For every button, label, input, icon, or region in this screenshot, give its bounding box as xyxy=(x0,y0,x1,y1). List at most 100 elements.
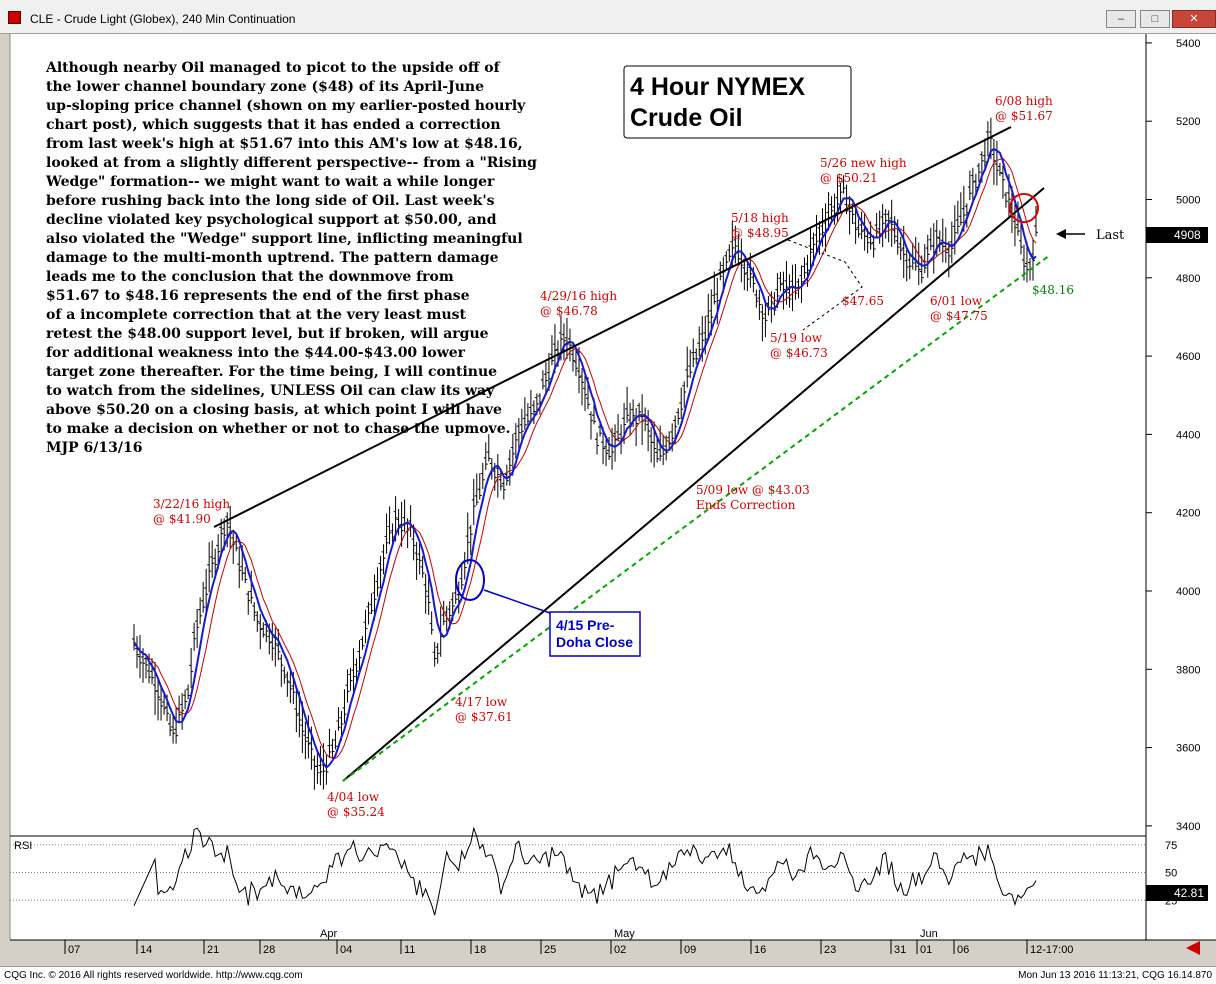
last-price-marker: Last 4908 xyxy=(1056,227,1208,243)
commentary-line: Although nearby Oil managed to picot to … xyxy=(45,60,501,76)
ytick-label: 3400 xyxy=(1176,821,1200,833)
last-price-box xyxy=(1146,227,1208,243)
last-label: Last xyxy=(1096,228,1125,243)
callout-text: 4/15 Pre- xyxy=(556,617,615,633)
commentary-line: target zone thereafter. For the time bei… xyxy=(46,364,497,380)
commentary-line: chart post), which suggests that it has … xyxy=(46,117,501,133)
xtick-label: 18 xyxy=(474,944,486,956)
close-button[interactable]: ✕ xyxy=(1172,10,1216,28)
annotation-text: 5/19 low xyxy=(770,331,823,345)
annotation-text: @ $50.21 xyxy=(820,171,878,185)
plot-background xyxy=(10,34,1146,940)
annotation-text: @ $48.95 xyxy=(731,226,789,240)
commentary-line: for additional weakness into the $44.00-… xyxy=(46,345,466,361)
commentary-line: Wedge" formation-- we might want to wait… xyxy=(45,174,495,190)
commentary-line: to make a decision on whether or not to … xyxy=(46,421,510,437)
chart-app-icon xyxy=(8,11,21,24)
xtick-label: 31 xyxy=(894,944,906,956)
xtick-label: 23 xyxy=(824,944,836,956)
xtick-label: 01 xyxy=(920,944,932,956)
ytick-label: 4000 xyxy=(1176,586,1200,598)
xtick-label: 16 xyxy=(754,944,766,956)
annotation-text: 4/29/16 high xyxy=(540,289,617,303)
annotation-text: 4/17 low xyxy=(455,695,508,709)
xtick-label: 09 xyxy=(684,944,696,956)
rsi-current-value: 42.81 xyxy=(1174,886,1204,900)
annotation-text: @ $35.24 xyxy=(327,805,385,819)
rsi-current-marker: 42.81 RSI xyxy=(14,840,1208,901)
channel-support-line xyxy=(342,254,1051,782)
chart-title-line-1: 4 Hour NYMEX xyxy=(630,73,805,101)
last-price-value: 4908 xyxy=(1174,228,1201,242)
chart-title-line-2: Crude Oil xyxy=(630,104,743,132)
ytick-label: 4800 xyxy=(1176,273,1200,285)
commentary-line: of a incomplete correction that at the v… xyxy=(46,307,467,323)
commentary-line: before rushing back into the long side o… xyxy=(46,193,495,209)
month-label: May xyxy=(614,928,635,940)
annotation-text: $47.65 xyxy=(842,294,884,308)
ytick-label: 5400 xyxy=(1176,38,1200,50)
status-footer: CQG Inc. © 2016 All rights reserved worl… xyxy=(0,966,1216,984)
xtick-label: 04 xyxy=(340,944,352,956)
commentary-line: up-sloping price channel (shown on my ea… xyxy=(46,98,526,114)
xtick-label: 12-17:00 xyxy=(1030,944,1073,956)
scroll-arrow[interactable] xyxy=(1186,941,1200,955)
moving-averages xyxy=(133,147,1037,770)
rsi-label: RSI xyxy=(14,840,32,852)
annotation-text: @ $37.61 xyxy=(455,710,513,724)
ytick-label: 4400 xyxy=(1176,429,1200,441)
annotation-text: @ $51.67 xyxy=(995,109,1053,123)
commentary-line: the lower channel boundary zone ($48) of… xyxy=(46,79,484,95)
window-titlebar: CLE - Crude Light (Globex), 240 Min Cont… xyxy=(0,0,1216,34)
month-label: Apr xyxy=(320,928,337,940)
annotation-text: 6/08 high xyxy=(995,94,1053,108)
commentary-line: $51.67 to $48.16 represents the end of t… xyxy=(46,288,470,304)
xtick-label: 07 xyxy=(68,944,80,956)
annotation-text: @ $46.78 xyxy=(540,304,598,318)
doha-circle xyxy=(455,559,485,601)
commentary-line: from last week's high at $51.67 into thi… xyxy=(46,136,523,152)
maximize-button[interactable]: □ xyxy=(1140,10,1170,28)
flag-pattern-line xyxy=(787,239,863,331)
commentary-line: looked at from a slightly different pers… xyxy=(46,155,537,171)
annotation-text: 4/04 low xyxy=(327,790,380,804)
rsi-level-label: 50 xyxy=(1165,868,1177,880)
commentary-line: decline violated key psychological suppo… xyxy=(46,212,497,228)
scroll-left-icon[interactable] xyxy=(1186,941,1200,955)
wedge-resistance-line xyxy=(213,126,1012,528)
xtick-label: 28 xyxy=(263,944,275,956)
commentary-line: retest the $48.00 support level, but if … xyxy=(46,326,489,342)
window-title: CLE - Crude Light (Globex), 240 Min Cont… xyxy=(30,12,296,26)
rsi-level-label: 75 xyxy=(1165,840,1177,852)
commentary-line: also violated the "Wedge" support line, … xyxy=(46,231,523,247)
chart-title-box: 4 Hour NYMEX Crude Oil xyxy=(623,65,852,139)
wedge-support-line xyxy=(342,187,1045,782)
commentary-text: Although nearby Oil managed to picot to … xyxy=(45,60,537,456)
callout-pointer xyxy=(483,589,551,614)
ma-fast-line xyxy=(133,147,1037,770)
xtick-label: 11 xyxy=(404,944,415,956)
commentary-line: to watch from the sidelines, UNLESS Oil … xyxy=(46,383,495,399)
commentary-line: leads me to the conclusion that the down… xyxy=(46,269,454,285)
annotation-text: @ $46.73 xyxy=(770,346,828,360)
annotation-text: Ends Correction xyxy=(696,498,796,512)
month-label: Jun xyxy=(920,928,938,940)
ytick-label: 5000 xyxy=(1176,195,1200,207)
annotation-text: 5/18 high xyxy=(731,211,789,225)
xtick-label: 21 xyxy=(207,944,219,956)
breakdown-circle xyxy=(1009,193,1039,223)
commentary-line: MJP 6/13/16 xyxy=(46,440,142,456)
chart-canvas: 3400 3600 3800 4000 4200 4400 4600 4800 5000 5200… xyxy=(9,34,1216,956)
trend-lines: 4/15 Pre-Doha Close xyxy=(213,126,1051,782)
ytick-label: 5200 xyxy=(1176,116,1200,128)
annotation-text: 5/26 new high xyxy=(820,156,907,170)
xtick-label: 14 xyxy=(140,944,152,956)
annotations: 3/22/16 high@ $41.90 4/04 low@ $35.24 4/17… xyxy=(153,94,1074,819)
rsi-line xyxy=(133,826,1037,916)
minimize-button[interactable]: – xyxy=(1106,10,1136,28)
xtick-label: 02 xyxy=(614,944,626,956)
time-axis-ticks: 07 14 21 28 04 11 18 25 02 09 16 23 31 01 06 12-17:00 Ap… xyxy=(64,928,1073,956)
ytick-label: 4200 xyxy=(1176,508,1200,520)
price-axis-ticks: 3400 3600 3800 4000 4200 4400 4600 4800 5000 5200… xyxy=(1146,38,1200,833)
